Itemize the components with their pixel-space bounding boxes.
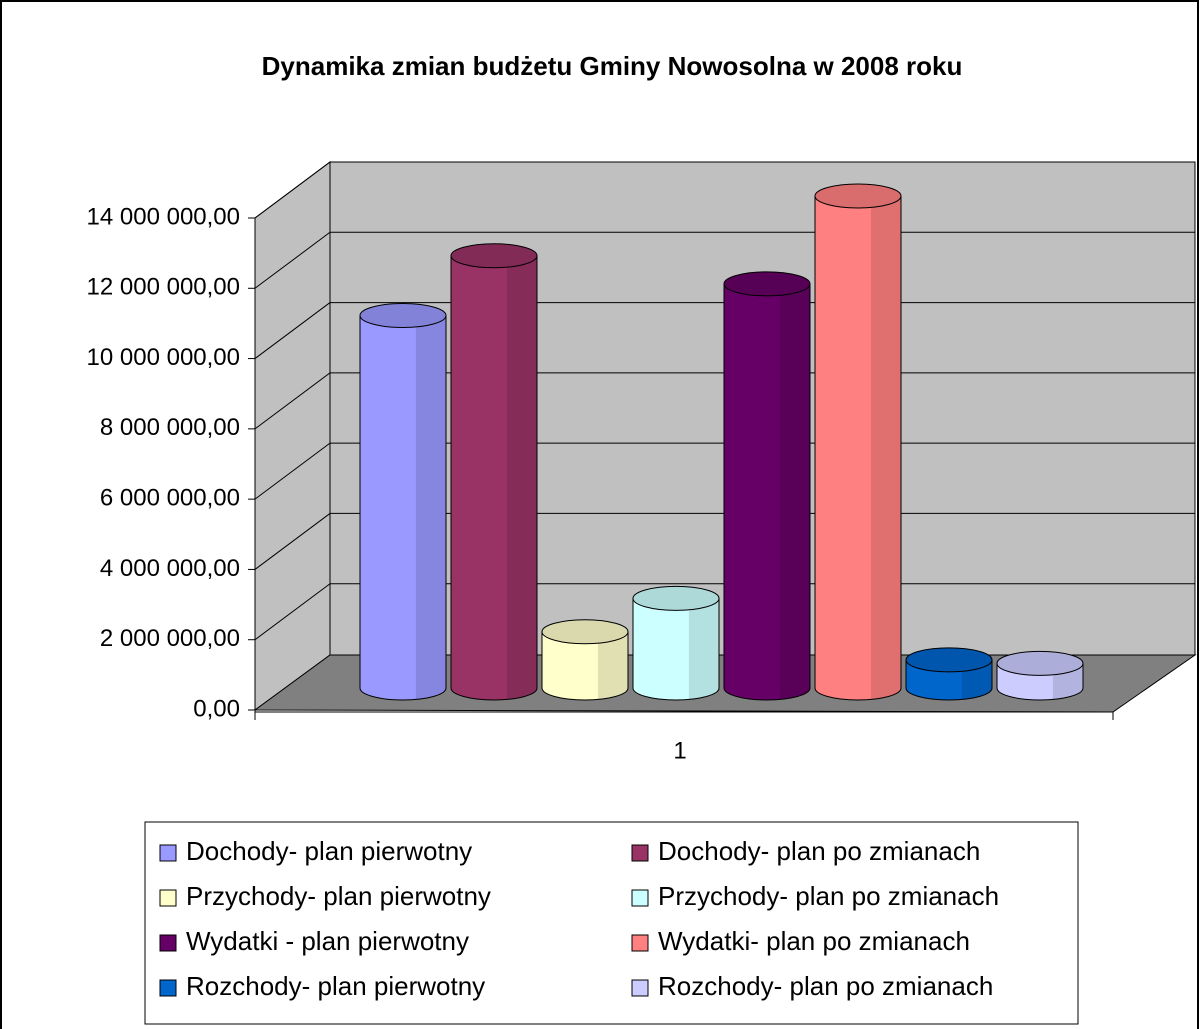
legend-swatch [159, 844, 177, 862]
bar [359, 314, 447, 701]
legend-label: Wydatki- plan po zmianach [658, 926, 970, 956]
legend-items: Dochody- plan pierwotny Dochody- plan po … [159, 836, 999, 1001]
y-tick-label: 0,00 [193, 695, 240, 722]
y-tick-label: 6 000 000,00 [100, 484, 240, 511]
bar-top [359, 302, 447, 328]
y-tick-label: 8 000 000,00 [100, 414, 240, 441]
y-tick-label: 10 000 000,00 [87, 344, 240, 371]
bar-shade [597, 631, 628, 700]
legend [144, 821, 1079, 1025]
bar-top [723, 271, 811, 297]
grid-line-side [254, 513, 331, 570]
bar [450, 255, 538, 701]
bar-shade [779, 283, 810, 700]
legend-label: Dochody- plan pierwotny [186, 836, 472, 866]
bar-top [996, 650, 1084, 676]
bar-shade [688, 598, 719, 700]
y-tick-label: 4 000 000,00 [100, 555, 240, 582]
bar-top-shade [633, 586, 719, 611]
bar-shade [415, 315, 446, 700]
bar-top [541, 619, 629, 645]
bars [359, 183, 1084, 701]
bar-top-shade [542, 619, 628, 644]
legend-swatch [159, 934, 177, 952]
legend-swatch [631, 844, 649, 862]
y-tick-label: 14 000 000,00 [87, 203, 240, 230]
side-wall [254, 161, 331, 711]
grid-line-side [254, 161, 331, 219]
legend-swatch [159, 979, 177, 997]
grid-line-side [254, 583, 331, 641]
bar [541, 631, 629, 701]
bar [814, 195, 902, 701]
legend-swatch [631, 979, 649, 997]
legend-swatch [631, 889, 649, 907]
legend-swatch [631, 934, 649, 952]
bar-top [632, 585, 720, 611]
bar-top-shade [997, 651, 1083, 676]
bar [723, 283, 811, 701]
bar-top [814, 183, 902, 209]
legend-label: Rozchody- plan po zmianach [658, 971, 993, 1001]
bar-shade [870, 196, 901, 700]
bar-top-shade [815, 184, 901, 208]
legend-label: Przychody- plan po zmianach [658, 881, 999, 911]
grid-line-side [254, 442, 331, 500]
bar-top-shade [906, 647, 992, 672]
legend-label: Rozchody- plan pierwotny [186, 971, 485, 1001]
chart-title: Dynamika zmian budżetu Gminy Nowosolna w… [262, 51, 963, 81]
grid-line-side [254, 302, 331, 359]
bar-top-shade [724, 271, 810, 296]
legend-label: Przychody- plan pierwotny [186, 881, 491, 911]
legend-swatch [159, 889, 177, 907]
bar-top [905, 647, 993, 673]
bar-top-shade [451, 243, 537, 268]
y-tick-label: 12 000 000,00 [87, 274, 240, 301]
legend-label: Wydatki - plan pierwotny [186, 926, 469, 956]
x-tick-label: 1 [673, 737, 686, 764]
y-tick-label: 2 000 000,00 [100, 625, 240, 652]
bar [632, 597, 720, 701]
bar-shade [506, 255, 537, 700]
bar-top [450, 243, 538, 269]
bar-top-shade [360, 303, 446, 328]
grid-line-side [254, 372, 331, 430]
legend-label: Dochody- plan po zmianach [658, 836, 980, 866]
grid-line-side [254, 231, 331, 289]
